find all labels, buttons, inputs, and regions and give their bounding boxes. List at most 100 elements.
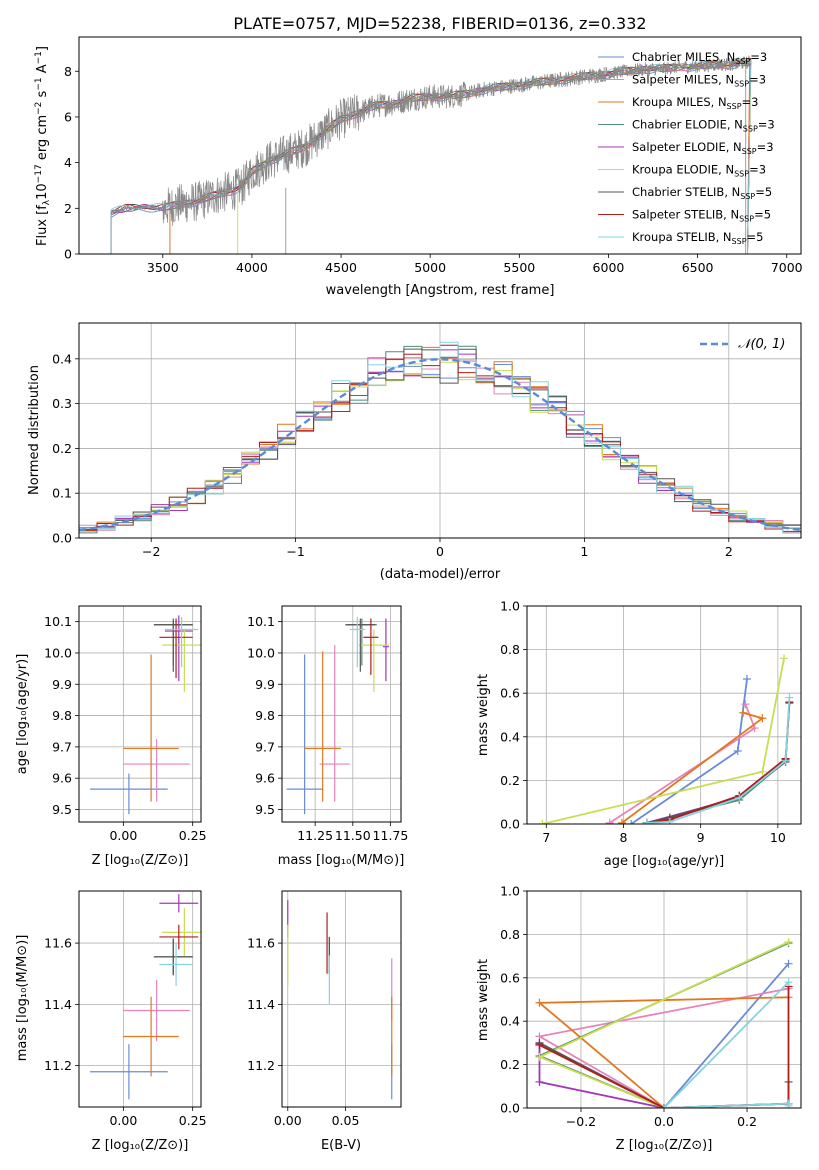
y-tick-label: 0.1 [52,486,72,501]
x-tick-label: 0.00 [109,1113,137,1128]
age-mass-grid [282,606,401,822]
weight-marker [742,675,751,684]
weight-marker [781,756,790,765]
weight-z-ticks: −0.2 0.0 0.2 0.0 0.2 0.4 0.6 0.8 1.0 [500,884,757,1130]
y-tick-label: 0.2 [52,441,72,456]
x-tick-label: 0.05 [332,1113,360,1128]
x-tick-label: 0.2 [737,1114,757,1129]
y-tick-label: 9.7 [255,739,275,754]
spectrum-plot-area [110,55,752,254]
x-tick-label: 11.25 [297,828,333,843]
age-mass-xlabel: mass [log₁₀(M/M⊙)] [278,853,405,868]
residuals-axes: −2 −1 0 1 2 0.0 0.1 0.2 0.3 0.4 [52,322,802,559]
x-tick-label: 9 [697,830,705,845]
weight-marker [538,820,547,824]
weight-marker [733,746,742,755]
x-tick-label: 0.25 [179,1113,207,1128]
x-tick-label: 11.75 [373,828,409,843]
mass-ebv-axes: 0.00 0.05 11.2 11.4 11.6 [247,890,402,1128]
y-tick-label: 9.8 [255,708,275,723]
weight-marker [665,817,674,824]
legend-label: Kroupa MILES, NSSP=3 [632,95,758,111]
y-tick-label: 9.9 [52,677,72,692]
y-tick-label: 9.5 [52,802,72,817]
y-tick-label: 9.5 [255,802,275,817]
x-tick-label: −1 [286,544,304,559]
mass-z-ticks: 0.00 0.25 11.2 11.4 11.6 [44,936,206,1128]
x-tick-label: 0.0 [654,1114,674,1129]
weight-marker [784,959,793,968]
y-tick-label: 0.0 [52,531,72,546]
y-tick-label: 2 [64,201,72,216]
spectrum-legend: Chabrier MILES, NSSP=3 Salpeter MILES, NS… [598,50,775,246]
residuals-legend-label: 𝒩(0, 1) [738,337,785,352]
weight-line [646,759,787,824]
x-tick-label: 10 [770,830,786,845]
y-tick-label: 0.3 [52,396,72,411]
weight-line [609,703,756,824]
x-tick-label: 7 [542,830,550,845]
y-tick-label: 0.4 [500,729,520,744]
y-tick-label: 10.1 [247,614,275,629]
y-tick-label: 10.1 [44,614,72,629]
weight-age-frame [526,605,802,825]
y-tick-label: 10.0 [44,645,72,660]
residual-histogram [79,341,801,534]
residuals-frame [78,322,802,539]
residuals-ticks: −2 −1 0 1 2 0.0 0.1 0.2 0.3 0.4 [52,351,733,559]
mass-ebv-frame [281,890,402,1108]
y-tick-label: 0.2 [500,773,520,788]
age-mass-plot-area [286,616,389,815]
residual-histogram [79,348,801,530]
y-tick-label: 0.6 [500,686,520,701]
weight-age-plot-area [538,654,794,824]
weight-z-ylabel: mass weight [476,959,491,1041]
spectrum-ticks: 3500 4000 4500 5000 5500 6000 6500 7000 0 2 4 6 8 [64,64,803,275]
weight-marker [735,793,744,802]
residuals-xlabel: (data-model)/error [380,567,501,582]
weight-z-frame [526,890,802,1109]
weight-marker [642,818,651,824]
y-tick-label: 8 [64,64,72,79]
model-spectrum-line [110,58,752,254]
weight-marker [627,820,636,824]
weight-marker [605,818,614,824]
model-spectrum-line [110,61,752,254]
mass-z-frame [78,890,202,1108]
y-tick-label: 6 [64,109,72,124]
weight-z-xlabel: Z [log₁₀(Z/Z⊙)] [616,1138,713,1153]
x-tick-label: 7000 [771,260,803,275]
mass-z-ylabel: mass [log₁₀(M/M⊙)] [15,935,30,1062]
y-tick-label: 0 [64,247,72,262]
residuals-ylabel: Normed distribution [27,365,42,495]
y-tick-label: 0.4 [52,351,72,366]
spectrum-frame [78,36,802,255]
x-tick-label: 2 [725,544,733,559]
weight-marker [784,978,793,987]
y-tick-label: 9.8 [52,708,72,723]
weight-age-xlabel: age [log₁₀(age/yr)] [604,854,725,869]
legend-label: Kroupa ELODIE, NSSP=3 [632,163,766,179]
age-z-ylabel: age [log₁₀(age/yr)] [15,654,30,775]
legend-label: Salpeter STELIB, NSSP=5 [632,208,771,224]
mass-z-grid [79,891,201,1107]
x-tick-label: −0.2 [566,1114,596,1129]
x-tick-label: 5000 [414,260,446,275]
residuals-plot-area [79,341,801,534]
weight-age-ylabel: mass weight [476,674,491,756]
y-tick-label: 9.9 [255,677,275,692]
plot-layer: 3500 4000 4500 5000 5500 6000 6500 7000 0 2 4 6 8 wav… [15,36,803,1153]
weight-marker [535,998,544,1007]
weight-line [542,658,785,824]
y-tick-label: 11.2 [44,1058,72,1073]
legend-label: Chabrier STELIB, NSSP=5 [632,185,772,201]
weight-age-ticks: 7 8 9 10 0.0 0.2 0.4 0.6 0.8 1.0 [500,599,786,846]
model-spectrum-line [110,61,752,254]
x-tick-label: 0.00 [109,828,137,843]
weight-marker [750,724,759,733]
y-tick-label: 1.0 [500,599,520,614]
y-tick-label: 0.8 [500,642,520,657]
x-tick-label: 1 [580,544,588,559]
age-mass-axes: 11.25 11.50 11.75 9.5 9.6 9.7 9.8 9.9 10.0 10.1 [247,605,409,843]
weight-age-axes: 7 8 9 10 0.0 0.2 0.4 0.6 0.8 1.0 [500,599,802,846]
